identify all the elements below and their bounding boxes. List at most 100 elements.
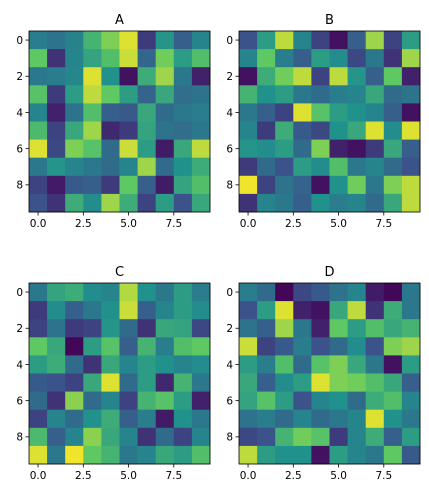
heatmap-cell [155, 445, 175, 465]
heatmap-cell [329, 175, 348, 195]
heatmap-cell [65, 319, 84, 338]
heatmap-cell [191, 427, 211, 447]
heatmap-cell [329, 373, 348, 392]
heatmap-cell [401, 121, 421, 140]
heatmap-cell [275, 193, 294, 213]
heatmap-cell [173, 373, 193, 392]
heatmap-cell [383, 139, 403, 159]
heatmap-cell [83, 301, 102, 320]
y-tick-label: 0 [16, 35, 23, 47]
heatmap-cell [119, 301, 138, 320]
heatmap-cell [29, 301, 48, 320]
heatmap-cell [137, 85, 157, 104]
heatmap-cell [257, 139, 276, 159]
heatmap-cell [383, 373, 403, 392]
heatmap-cell [329, 319, 348, 338]
heatmap-cell [311, 31, 330, 50]
heatmap-cell [137, 319, 157, 338]
heatmap-cell [365, 31, 385, 50]
heatmap-cell [365, 283, 385, 302]
heatmap-cell [365, 49, 385, 68]
heatmap-cell [47, 355, 66, 374]
heatmap-cell [239, 337, 258, 356]
heatmap-cell [329, 139, 348, 159]
heatmap-cell [47, 67, 66, 86]
heatmap-cell [191, 103, 211, 122]
x-tick-label: 2.5 [75, 470, 92, 482]
heatmap-cell [65, 283, 84, 302]
heatmap-cell [347, 337, 367, 356]
heatmap-cell [191, 319, 211, 338]
heatmap-cell [329, 85, 348, 104]
heatmap-cell [137, 445, 157, 465]
heatmap-cell [383, 409, 403, 429]
heatmap-cell [83, 409, 102, 429]
heatmap-cell [29, 193, 48, 213]
heatmap-cell [65, 355, 84, 374]
heatmap-cell [383, 85, 403, 104]
heatmap-cell [275, 445, 294, 465]
heatmap-cell [29, 319, 48, 338]
heatmap-cell [239, 67, 258, 86]
heatmap-cell [257, 337, 276, 356]
y-tick-label: 6 [16, 143, 23, 155]
heatmap-cell [29, 139, 48, 159]
heatmap-cell [275, 355, 294, 374]
heatmap-cell [65, 409, 84, 429]
heatmap-cell [275, 31, 294, 50]
heatmap-cell [155, 175, 175, 195]
heatmap-cell [311, 85, 330, 104]
heatmap-cell [347, 193, 367, 213]
heatmap-cell [329, 427, 348, 447]
heatmap-cell [257, 121, 276, 140]
heatmap-cell [101, 49, 120, 68]
heatmap-cell [119, 427, 138, 447]
y-tick-label: 6 [226, 143, 233, 155]
heatmap-cell [257, 427, 276, 447]
heatmap-cell [329, 355, 348, 374]
y-tick-label: 4 [226, 359, 233, 371]
heatmap-cell [191, 373, 211, 392]
heatmap-cell [101, 409, 120, 429]
heatmap-cell [257, 391, 276, 411]
heatmap-cell [329, 283, 348, 302]
heatmap-cell [83, 175, 102, 195]
heatmap-cell [239, 373, 258, 392]
heatmap-cell [101, 283, 120, 302]
heatmap-cell [383, 391, 403, 411]
heatmap-cell [119, 319, 138, 338]
heatmap-cell [173, 85, 193, 104]
heatmap-cell [47, 139, 66, 159]
heatmap-cell [137, 193, 157, 213]
heatmap-cell [101, 445, 120, 465]
heatmap-cell [83, 157, 102, 177]
heatmap-cell [65, 85, 84, 104]
heatmap-cell [83, 67, 102, 86]
heatmap-cell [137, 103, 157, 122]
heatmap-cell [65, 103, 84, 122]
heatmap-cell [47, 193, 66, 213]
x-tick-label: 0.0 [240, 218, 257, 230]
heatmap-cell [173, 67, 193, 86]
heatmap-cell [47, 319, 66, 338]
heatmap-cell [119, 409, 138, 429]
heatmap-cell [173, 283, 193, 302]
heatmap-cell [137, 283, 157, 302]
heatmap-cell [239, 139, 258, 159]
heatmap-cell [119, 139, 138, 159]
heatmap-cell [83, 193, 102, 213]
heatmap-cell [47, 391, 66, 411]
heatmap-cell [137, 355, 157, 374]
heatmap-cell [101, 427, 120, 447]
heatmap-cell [275, 373, 294, 392]
heatmap-cell [137, 31, 157, 50]
heatmap-cell [137, 139, 157, 159]
heatmap-cell [155, 139, 175, 159]
heatmap-cell [47, 337, 66, 356]
y-tick-label: 8 [226, 180, 233, 192]
heatmap-cell [329, 337, 348, 356]
heatmap-panel-c: C 0.0 2.5 5.0 7.5 0 2 4 6 8 [16, 265, 211, 482]
heatmap-panel-d: D 0.0 2.5 5.0 7.5 0 2 4 6 8 [226, 265, 421, 482]
heatmap-cell [293, 319, 312, 338]
heatmap-cell [257, 49, 276, 68]
